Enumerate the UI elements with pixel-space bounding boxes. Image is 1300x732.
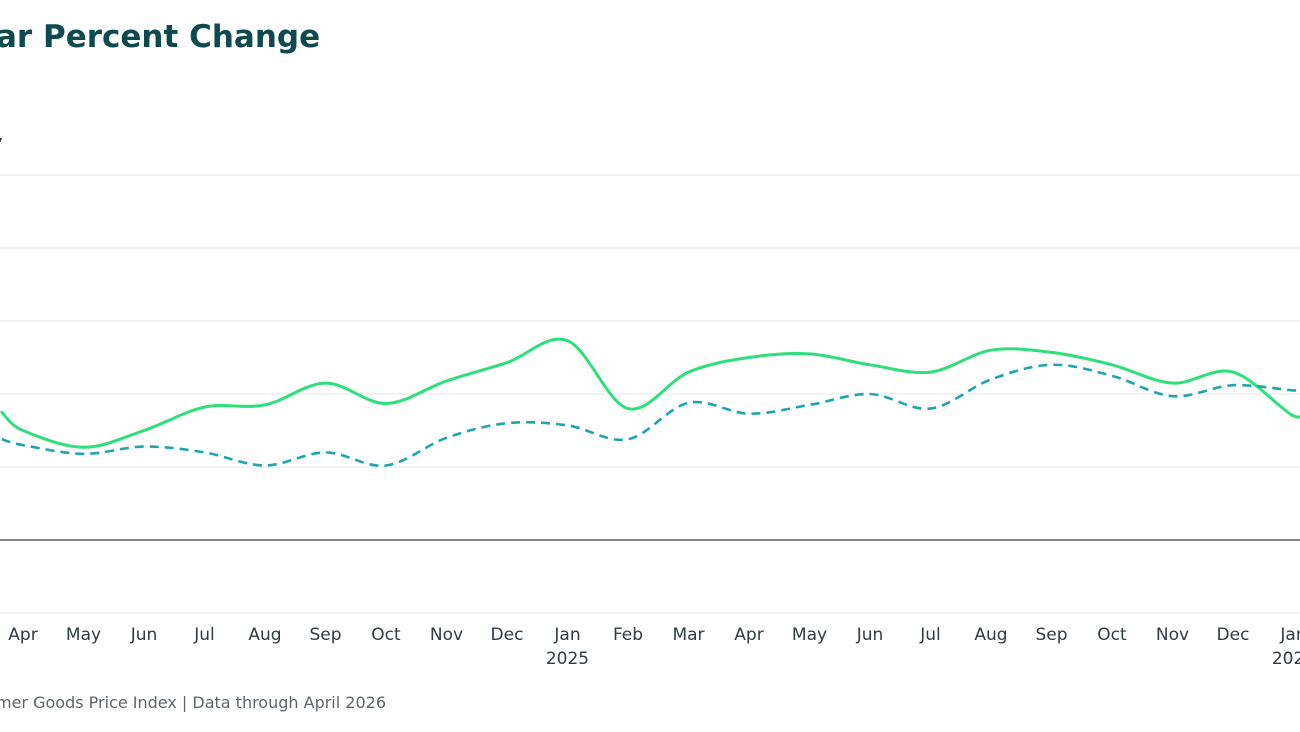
x-tick-label: Dec [491,625,524,645]
x-tick-label: Aug [974,625,1007,645]
x-tick-label: Jul [193,625,215,645]
x-tick-label: Apr [734,625,763,645]
x-tick-label: Jul [919,625,941,645]
x-tick-label: Sep [309,625,341,645]
x-tick-label: Nov [430,625,463,645]
x-tick-label: Sep [1035,625,1067,645]
series-line-2 [1,363,1300,468]
chart-title: ar Percent Change [0,19,320,55]
gridlines [0,174,1300,614]
x-tick-label: Jan [553,625,580,645]
y-axis-label-fragment: , [0,125,3,145]
x-axis: Apr May Jun Jul Aug Sep Oct Nov Dec Jan Feb Mar Apr M… [8,625,1300,669]
series-lines [0,337,1300,468]
x-tick-label: Dec [1217,625,1250,645]
x-tick-label: Jun [130,625,158,645]
source-note: mer Goods Price Index | Data through Apr… [0,693,386,712]
x-year-label: 2026 [1272,649,1300,669]
x-year-label: 2025 [546,649,589,669]
x-tick-label: May [66,625,101,645]
x-tick-label: Nov [1156,625,1189,645]
x-tick-label: May [792,625,827,645]
series-line-1 [0,337,1300,449]
x-tick-label: Apr [8,625,37,645]
x-tick-label: Mar [672,625,704,645]
x-tick-label: Oct [371,625,401,645]
x-tick-label: Jan [1279,625,1300,645]
x-tick-label: Jun [856,625,884,645]
x-tick-label: Feb [613,625,643,645]
x-tick-label: Aug [248,625,281,645]
x-tick-label: Oct [1097,625,1127,645]
